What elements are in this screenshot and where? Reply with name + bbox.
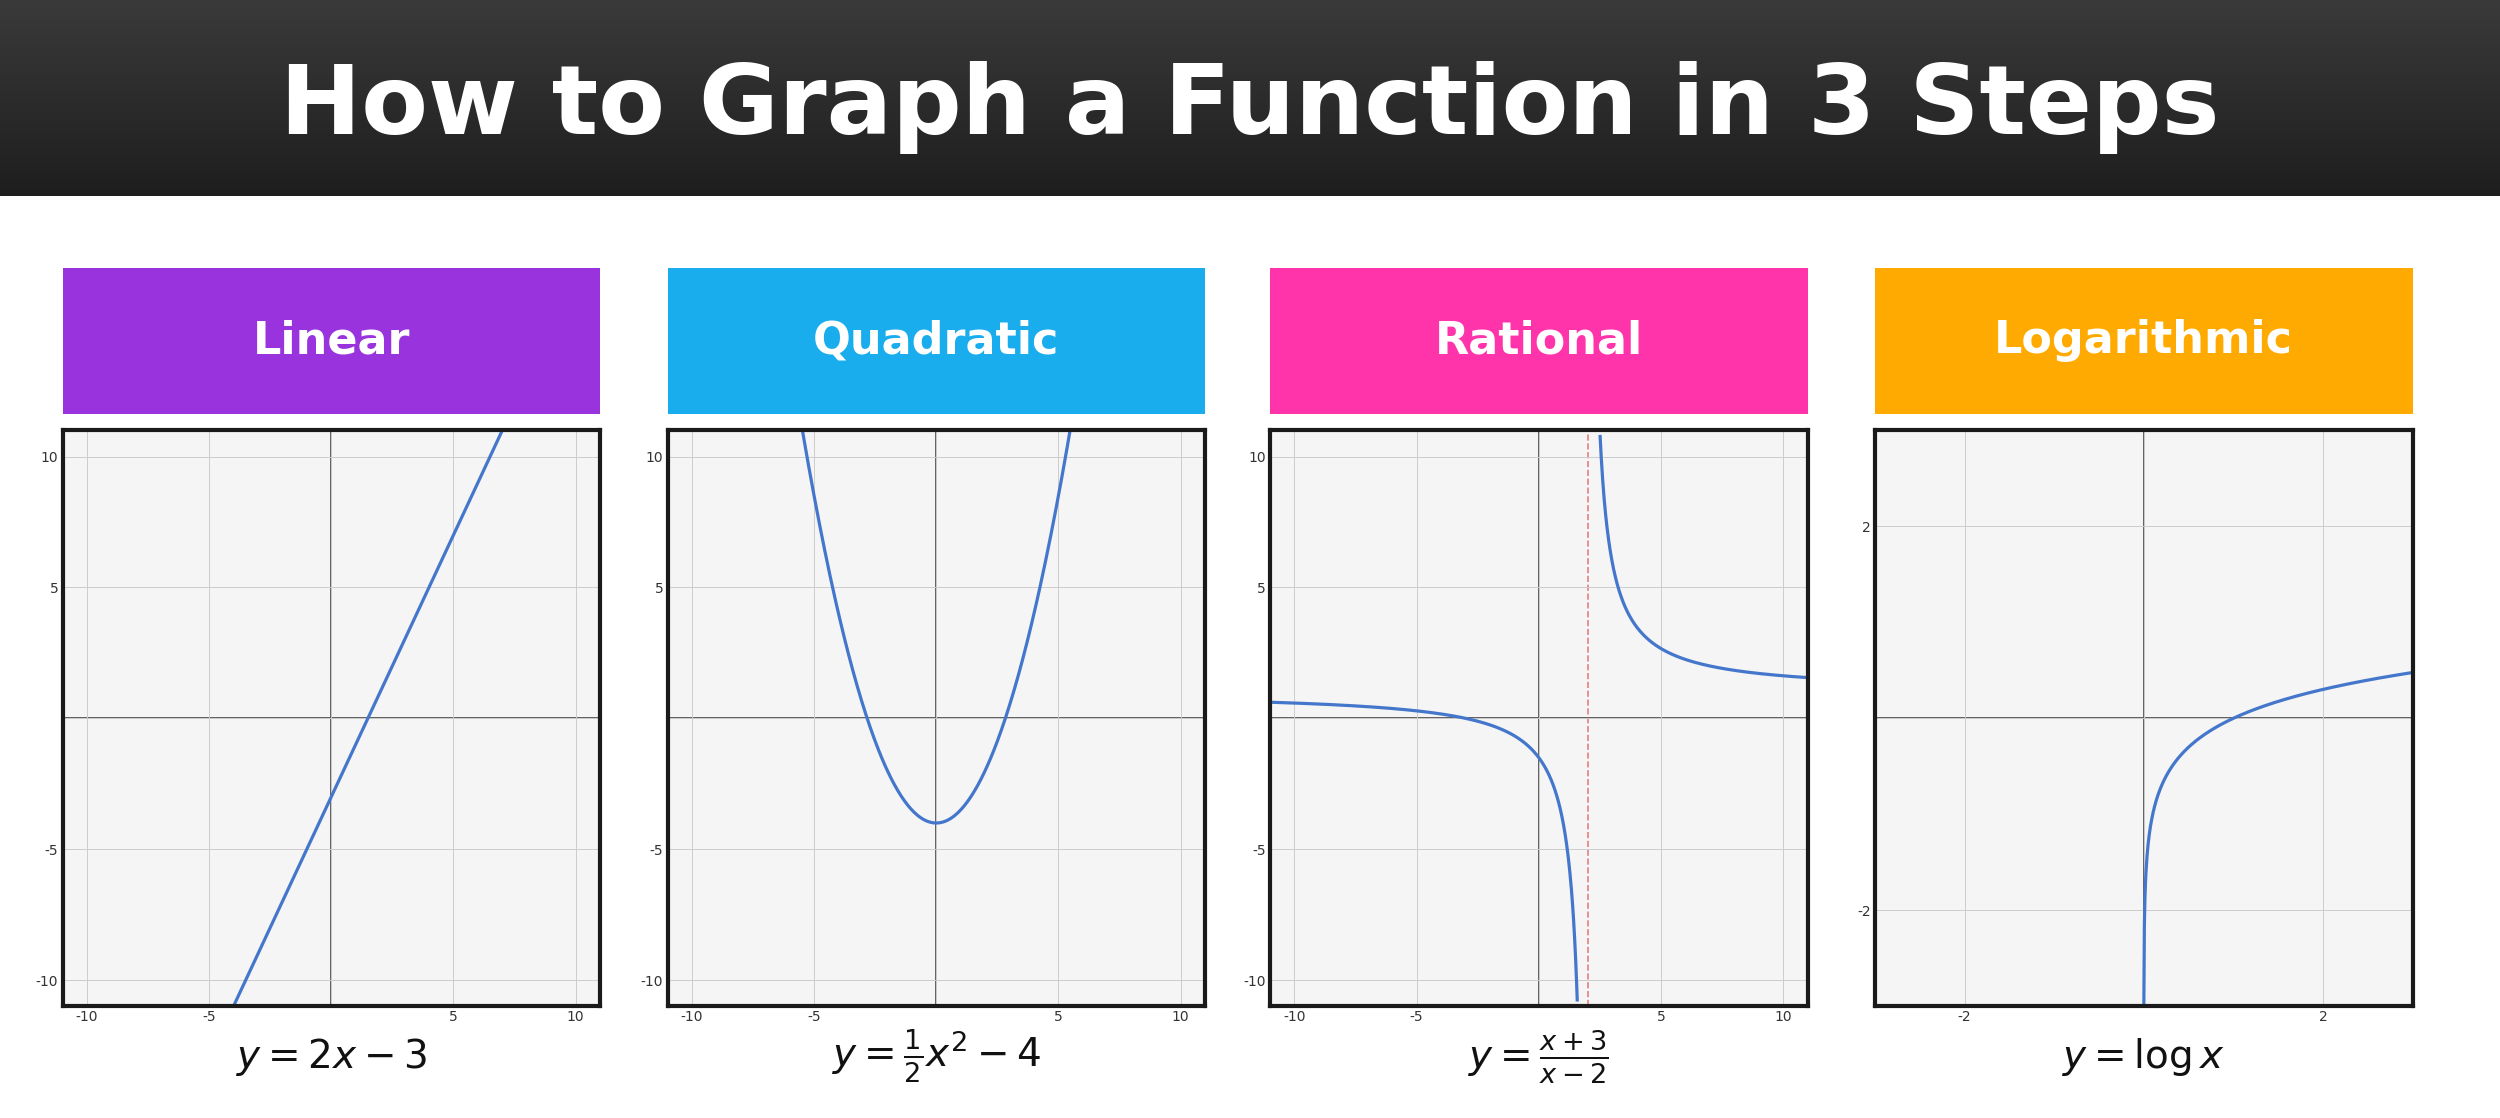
FancyBboxPatch shape [62,268,600,414]
FancyBboxPatch shape [1270,268,1808,414]
Text: Quadratic: Quadratic [812,320,1060,362]
Text: $y = \frac{1}{2}x^2 - 4$: $y = \frac{1}{2}x^2 - 4$ [832,1027,1040,1086]
Text: Rational: Rational [1435,320,1643,362]
Text: How to Graph a Function in 3 Steps: How to Graph a Function in 3 Steps [280,61,2220,154]
Text: Logarithmic: Logarithmic [1995,320,2292,362]
Text: $y = 2x - 3$: $y = 2x - 3$ [235,1035,428,1078]
FancyBboxPatch shape [1875,268,2412,414]
Text: $y = \log x$: $y = \log x$ [2062,1035,2225,1078]
FancyBboxPatch shape [668,268,1205,414]
Text: $y = \frac{x+3}{x-2}$: $y = \frac{x+3}{x-2}$ [1468,1027,1610,1086]
Text: Linear: Linear [253,320,410,362]
